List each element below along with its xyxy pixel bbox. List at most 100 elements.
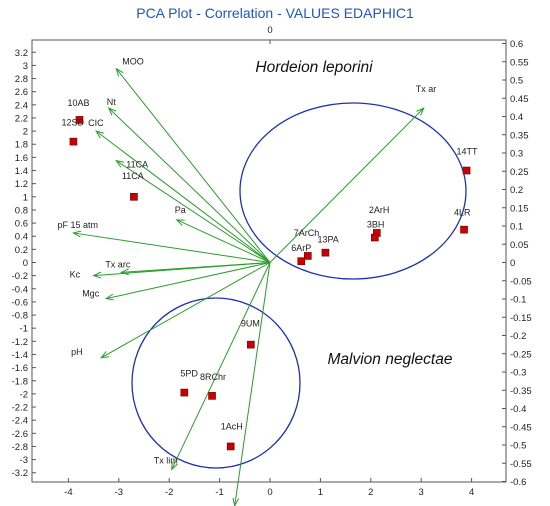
vector-line [269,107,425,263]
sample-label: 5PD [180,369,198,379]
y2-axis-tick-label: 0.25 [510,167,529,178]
x-axis-tick-label: 2 [368,487,373,498]
y2-axis-tick-label: -0.3 [510,368,526,379]
chart-title: PCA Plot - Correlation - VALUES EDAPHIC1 [136,5,414,21]
vector-line [115,68,271,263]
vector-label: pF 15 atm [57,220,98,230]
y-axis-tick-label: -2.4 [12,416,28,427]
group-label-malvion-neglectae: Malvion neglectae [328,351,453,368]
y-axis-tick-label: -1.2 [12,337,28,348]
vector-arrowhead [72,230,82,238]
y-axis-tick-label: 3 [23,61,28,72]
vector-label: CIC [88,118,104,128]
sample-label: 1AcH [221,421,243,431]
y-axis-tick-label: 2.4 [15,100,28,111]
y-axis-tick-label: 2 [23,127,28,138]
vector-arrowhead [119,268,130,276]
y2-axis-tick-label: -0.15 [510,313,532,324]
vector-label: pH [71,347,83,357]
y-axis-tick-label: -0.4 [12,284,28,295]
x-axis-tick-label: -3 [115,487,123,498]
vector-line [171,262,271,470]
y-axis-tick-label: -3.2 [12,468,28,479]
vector-arrowhead [95,130,104,139]
y-axis-tick-label: 0 [23,258,28,269]
vector-arrowhead [115,67,124,77]
y-axis-tick-label: -0.2 [12,271,28,282]
vector-line [108,107,271,263]
x-axis-tick-label: 1 [318,487,323,498]
sample-label: 12SD [61,118,84,128]
vector-arrowhead [171,461,178,471]
y2-axis-tick-label: 0.35 [510,130,529,141]
vector-line [100,262,271,359]
vector-arrowhead [175,219,185,226]
y2-axis-tick-label: 0.15 [510,203,529,214]
vector-label: Nt [107,97,116,107]
y-axis-tick-label: -0.6 [12,297,28,308]
y2-axis-tick-label: 0 [510,258,515,269]
sample-label: 6ArP [291,243,311,253]
y2-axis-tick-label: 0.5 [510,76,523,87]
x-axis-tick-label: -2 [165,487,173,498]
y2-axis-tick-label: -0.05 [510,276,532,287]
sample-label: 7ArCh [294,228,320,238]
y-axis-tick-label: -2 [20,389,28,400]
vector-label: 11CA [126,160,148,170]
sample-label: 3BH [367,220,385,230]
vector-line [95,130,271,263]
vector-line [234,262,271,506]
vector-label: Tx ar [416,84,437,94]
sample-label: 14TT [457,147,479,157]
y2-axis-tick-label: -0.6 [510,477,526,488]
vector-arrowhead [99,351,110,359]
sample-point [371,233,379,242]
y2-axis-tick-label: 0.1 [510,222,523,233]
vector-label: Pa [175,205,186,215]
sample-point [462,166,471,175]
y-axis-tick-label: 2.6 [15,87,28,98]
sample-point [226,442,235,451]
sample-label: 9UM [241,319,260,329]
sample-point [130,193,138,201]
y2-axis-tick-label: -0.4 [510,404,526,415]
vector-arrowhead [104,293,115,301]
axes-layer: -3.2 -3 -2.8 -2.6 -2.4 -2.2 -2 -1.8 -1.6 -1.4 -1.2… [12,39,532,498]
sample-point [208,392,216,400]
group-ellipse-hordeion [239,102,467,280]
sample-point [180,388,189,397]
group-label-hordeion-leporini: Hordeion leporini [255,59,373,76]
sample-point [75,116,84,124]
y-axis-tick-label: -3 [20,455,28,466]
y-axis-tick-label: -2.8 [12,442,28,453]
vector-label: Mgc [82,289,100,299]
vector-arrowhead [115,159,125,168]
y-axis-tick-label: 1.4 [15,166,28,177]
sample-label: 2ArH [369,205,390,215]
y-axis-tick-label: 1.8 [15,140,28,151]
y2-axis-tick-label: 0.6 [510,39,523,50]
y-axis-tick-label: -1.4 [12,350,28,361]
vector-label: Kc [70,270,81,280]
plot-frame [31,39,507,483]
top-axis-tick-label: 0 [267,25,272,36]
vector-arrowhead [92,271,102,279]
y2-axis-tick-label: -0.5 [510,441,526,452]
vector-label: Tx arc [105,259,131,269]
y-axis-tick-label: -2.2 [12,403,28,414]
x-axis-tick-label: 3 [419,487,424,498]
vector-line [176,219,271,263]
y2-axis-tick-label: 0.4 [510,112,523,123]
vector-arrowhead [107,107,117,116]
y2-axis-tick-label: -0.1 [510,295,526,306]
sample-point [321,248,330,257]
sample-point [303,252,312,260]
y2-axis-tick-label: 0.45 [510,94,529,105]
sample-label: 13PA [317,235,338,245]
y-axis-tick-label: 1 [23,192,28,203]
sample-point [297,257,306,265]
y-axis-tick-label: -1 [20,324,28,335]
